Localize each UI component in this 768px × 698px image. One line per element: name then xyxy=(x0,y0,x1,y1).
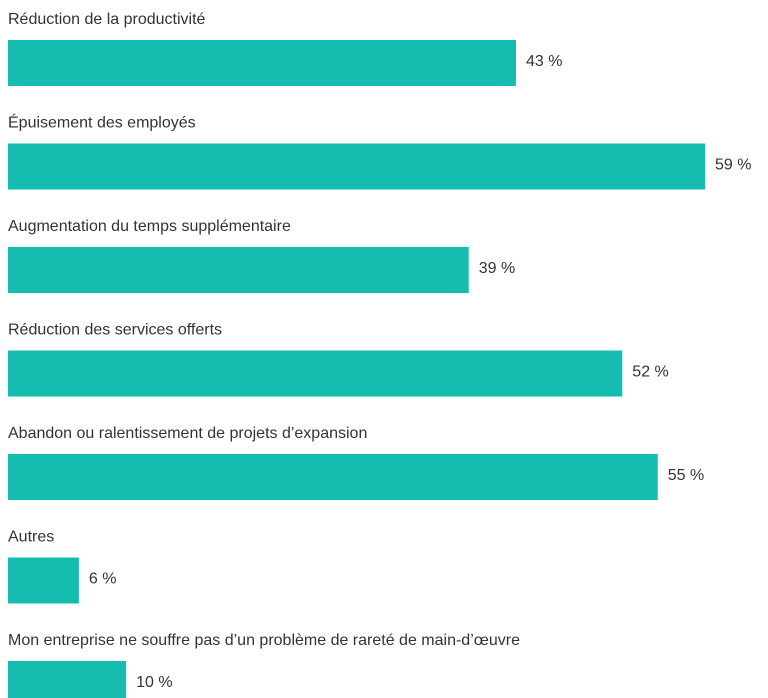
value-label: 55 % xyxy=(668,467,704,484)
bar xyxy=(8,557,79,604)
value-label: 10 % xyxy=(136,674,172,691)
bar xyxy=(8,247,469,293)
bar xyxy=(8,350,623,397)
category-label: Mon entreprise ne souffre pas d’un probl… xyxy=(8,632,520,649)
bar xyxy=(8,40,516,86)
category-label: Réduction des services offerts xyxy=(8,322,222,339)
category-label: Réduction de la productivité xyxy=(8,11,206,28)
bar xyxy=(8,454,658,500)
category-label: Épuisement des employés xyxy=(8,113,196,132)
bar xyxy=(8,661,127,698)
category-label: Autres xyxy=(8,529,54,546)
category-label: Abandon ou ralentissement de projets d’e… xyxy=(8,425,367,442)
bar xyxy=(8,143,705,190)
value-label: 39 % xyxy=(479,260,515,277)
category-label: Augmentation du temps supplémentaire xyxy=(8,218,291,235)
value-label: 43 % xyxy=(526,53,562,70)
value-label: 52 % xyxy=(632,364,668,381)
value-label: 59 % xyxy=(715,157,751,174)
value-label: 6 % xyxy=(89,571,117,588)
